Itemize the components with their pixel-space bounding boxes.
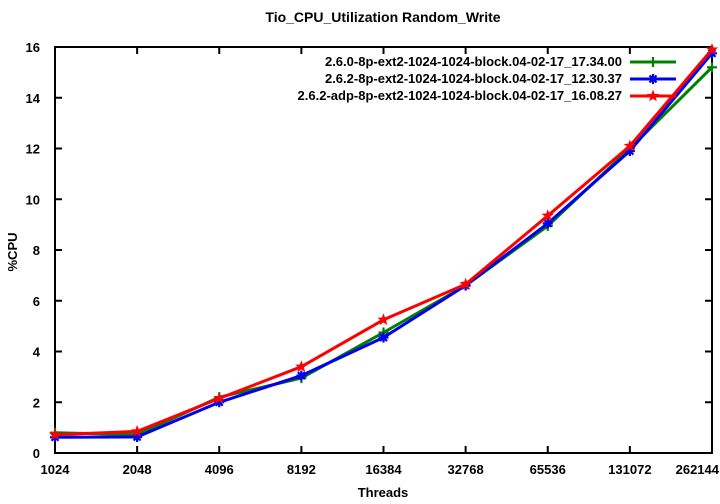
x-tick-label: 8192	[287, 462, 316, 477]
data-point-marker	[48, 428, 62, 440]
y-tick-label: 0	[33, 446, 40, 461]
series-0	[50, 62, 717, 440]
data-point-marker	[295, 360, 308, 372]
data-point-marker	[377, 313, 390, 326]
y-tick-label: 8	[33, 243, 40, 258]
chart-title: Tio_CPU_Utilization Random_Write	[265, 9, 500, 25]
data-point-marker	[705, 43, 719, 55]
x-tick-label: 262144	[676, 462, 720, 477]
x-axis-label: Threads	[358, 485, 409, 500]
y-tick-label: 14	[26, 91, 41, 106]
data-point-marker	[378, 332, 389, 343]
data-point-marker	[648, 57, 658, 67]
x-tick-label: 131072	[608, 462, 651, 477]
data-point-marker	[130, 424, 144, 437]
data-point-marker	[296, 370, 307, 381]
legend-label-series-2: 2.6.2-adp-8p-ext2-1024-1024-block.04-02-…	[298, 88, 622, 103]
series-line	[54, 66, 714, 437]
data-point-marker	[648, 74, 658, 84]
data-point-marker	[646, 89, 660, 102]
y-tick-label: 12	[26, 142, 40, 157]
y-axis-label: %CPU	[5, 232, 20, 271]
data-point-marker	[707, 62, 717, 73]
y-tick-label: 10	[26, 192, 40, 207]
series-1	[50, 48, 717, 443]
y-tick-label: 4	[33, 345, 41, 360]
data-point-marker	[541, 209, 554, 221]
x-tick-label: 32768	[448, 462, 484, 477]
legend-sample-lines	[630, 57, 676, 102]
x-tick-label: 1024	[41, 462, 71, 477]
series-line	[54, 48, 714, 437]
data-series-group	[48, 43, 719, 443]
x-tick-label: 2048	[123, 462, 152, 477]
x-tick-label: 65536	[530, 462, 566, 477]
series-2	[48, 43, 719, 440]
data-point-marker	[623, 139, 637, 152]
plot-frame: 1024 2048 4096 8192 16384 32768 65536 131072 262…	[26, 40, 720, 477]
x-tick-label: 4096	[205, 462, 234, 477]
y-tick-label: 16	[26, 40, 40, 55]
data-point-marker	[213, 391, 226, 404]
y-tick-label: 6	[33, 294, 40, 309]
plot-border	[54, 46, 713, 454]
legend-label-series-1: 2.6.2-8p-ext2-1024-1024-block.04-02-17_1…	[325, 71, 622, 86]
legend-label-series-0: 2.6.0-8p-ext2-1024-1024-block.04-02-17_1…	[325, 54, 622, 69]
data-point-marker	[459, 277, 472, 290]
y-tick-label: 2	[33, 395, 40, 410]
series-line	[54, 52, 714, 439]
legend: 2.6.0-8p-ext2-1024-1024-block.04-02-17_1…	[298, 54, 676, 103]
data-point-marker	[542, 218, 553, 229]
x-tick-label: 16384	[365, 462, 402, 477]
